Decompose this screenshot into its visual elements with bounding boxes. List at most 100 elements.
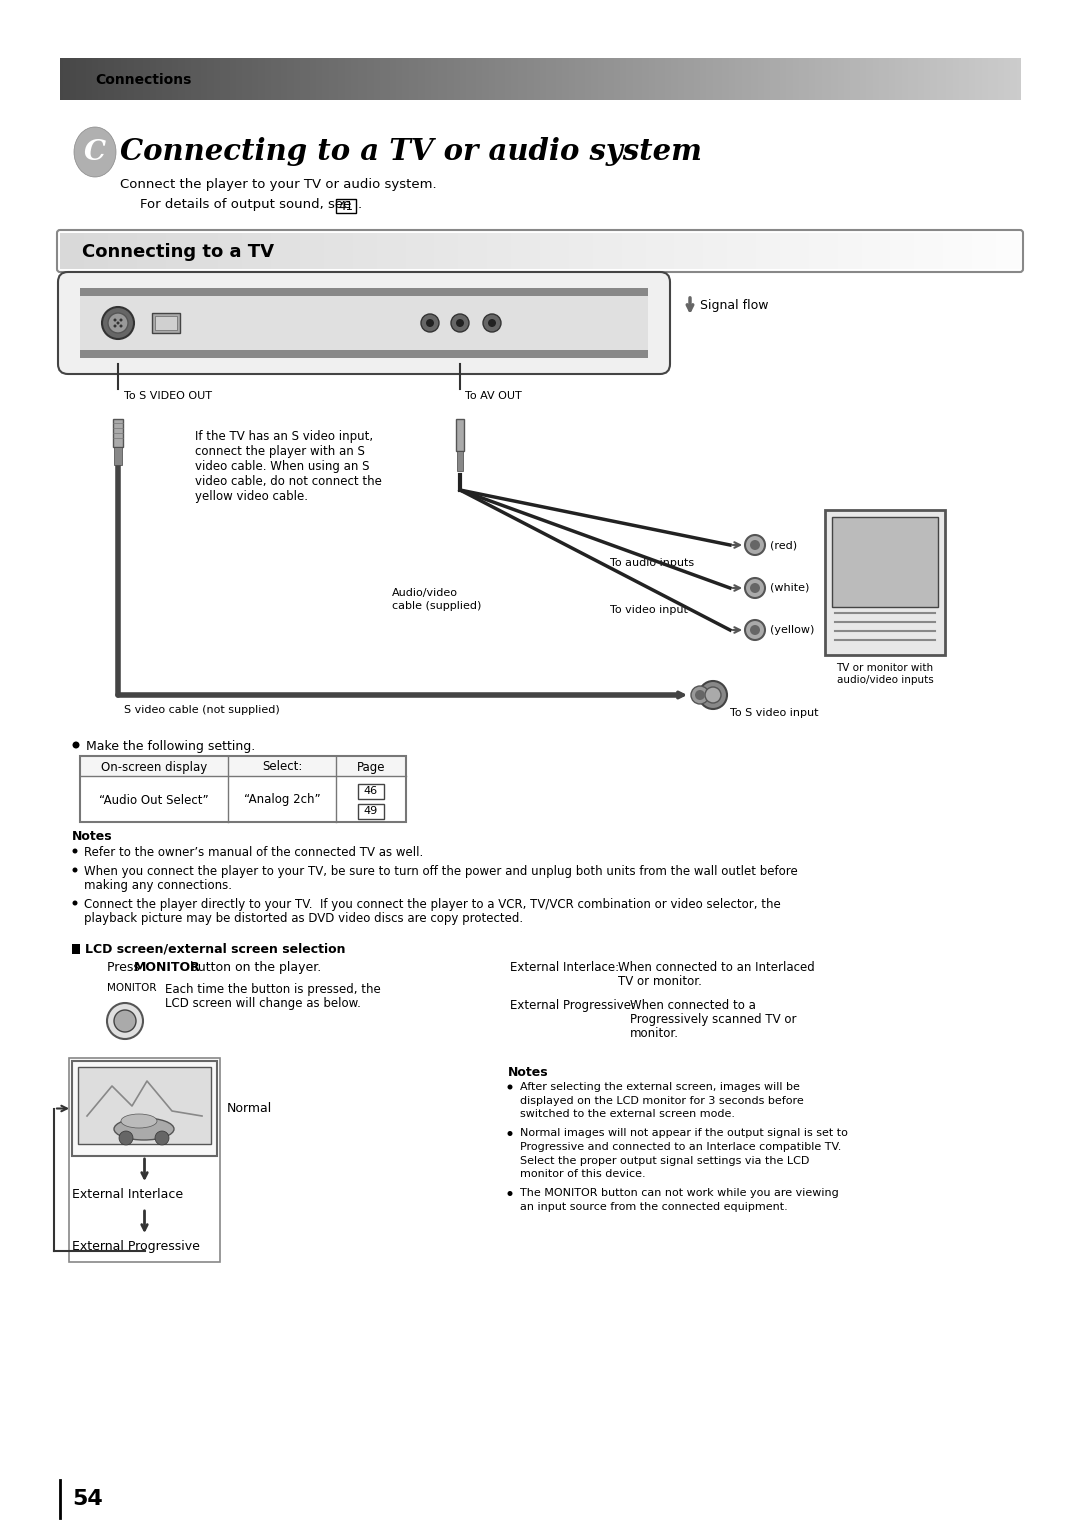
Bar <box>636 58 640 99</box>
Bar <box>806 58 810 99</box>
Bar <box>912 58 916 99</box>
Bar <box>434 232 441 269</box>
Bar <box>569 58 573 99</box>
Text: video cable, do not connect the: video cable, do not connect the <box>195 475 382 487</box>
Bar <box>649 58 653 99</box>
Bar <box>670 232 675 269</box>
Bar <box>617 58 621 99</box>
Bar <box>144 58 147 99</box>
Circle shape <box>113 324 117 327</box>
Bar <box>228 232 233 269</box>
Bar <box>421 58 426 99</box>
Bar <box>833 232 838 269</box>
Bar <box>85 58 90 99</box>
Text: Refer to the owner’s manual of the connected TV as well.: Refer to the owner’s manual of the conne… <box>84 847 423 859</box>
Bar <box>430 232 435 269</box>
Text: When connected to a: When connected to a <box>630 999 756 1012</box>
Bar <box>764 58 768 99</box>
Bar <box>400 58 404 99</box>
Bar <box>132 232 138 269</box>
Bar <box>876 58 880 99</box>
Bar <box>480 58 484 99</box>
Bar <box>995 58 999 99</box>
Bar <box>122 232 129 269</box>
Bar <box>521 58 525 99</box>
Bar <box>69 232 76 269</box>
Bar <box>674 58 678 99</box>
Text: Connecting to a TV or audio system: Connecting to a TV or audio system <box>120 138 702 167</box>
Bar <box>713 58 717 99</box>
Bar <box>556 58 561 99</box>
Bar <box>112 232 119 269</box>
Circle shape <box>102 307 134 339</box>
Bar <box>457 451 463 471</box>
Bar <box>237 58 240 99</box>
Circle shape <box>72 868 78 872</box>
Bar <box>370 58 375 99</box>
Bar <box>825 510 945 656</box>
Bar <box>345 58 349 99</box>
Bar <box>492 232 498 269</box>
Text: 49: 49 <box>364 807 378 816</box>
Bar <box>890 232 896 269</box>
Bar <box>406 58 409 99</box>
Bar <box>610 58 615 99</box>
Bar <box>307 58 311 99</box>
Bar <box>573 232 579 269</box>
Text: Select:: Select: <box>261 761 302 773</box>
Bar <box>72 1060 217 1157</box>
Bar <box>847 232 853 269</box>
Bar <box>982 232 987 269</box>
Bar <box>588 232 594 269</box>
Bar <box>564 232 570 269</box>
Bar <box>180 232 186 269</box>
Text: External Progressive:: External Progressive: <box>510 999 635 1012</box>
Bar <box>732 232 738 269</box>
Bar <box>819 232 824 269</box>
Bar <box>98 58 103 99</box>
Text: making any connections.: making any connections. <box>84 879 232 892</box>
Bar <box>294 58 298 99</box>
Bar <box>710 58 714 99</box>
Bar <box>559 232 565 269</box>
Bar <box>617 232 622 269</box>
Bar <box>152 313 180 333</box>
Bar <box>440 232 445 269</box>
Text: TV or monitor.: TV or monitor. <box>618 975 702 989</box>
Bar <box>324 232 329 269</box>
Bar <box>998 58 1002 99</box>
Bar <box>636 232 642 269</box>
Bar <box>569 232 575 269</box>
Bar <box>975 58 980 99</box>
Bar <box>962 232 968 269</box>
Bar <box>640 232 647 269</box>
Bar <box>313 58 318 99</box>
Bar <box>591 58 595 99</box>
Bar <box>869 58 874 99</box>
Text: Connect the player to your TV or audio system.: Connect the player to your TV or audio s… <box>120 177 436 191</box>
Bar <box>646 58 650 99</box>
Bar <box>387 58 391 99</box>
Bar <box>353 232 359 269</box>
Bar <box>104 232 109 269</box>
Bar <box>881 232 887 269</box>
Bar <box>1008 58 1011 99</box>
Bar <box>966 58 970 99</box>
Text: Normal: Normal <box>227 1102 272 1115</box>
Bar <box>89 58 93 99</box>
Text: Each time the button is pressed, the: Each time the button is pressed, the <box>165 983 381 996</box>
Bar <box>656 58 660 99</box>
Bar <box>175 58 179 99</box>
Bar <box>882 58 887 99</box>
Bar <box>767 58 771 99</box>
Bar <box>643 58 647 99</box>
Bar <box>156 58 160 99</box>
Bar <box>486 58 490 99</box>
Text: To audio inputs: To audio inputs <box>610 558 694 568</box>
Bar <box>233 58 237 99</box>
Bar <box>550 232 555 269</box>
Bar <box>1015 232 1021 269</box>
Text: External Progressive: External Progressive <box>72 1241 200 1253</box>
Circle shape <box>451 313 469 332</box>
Bar <box>760 232 767 269</box>
